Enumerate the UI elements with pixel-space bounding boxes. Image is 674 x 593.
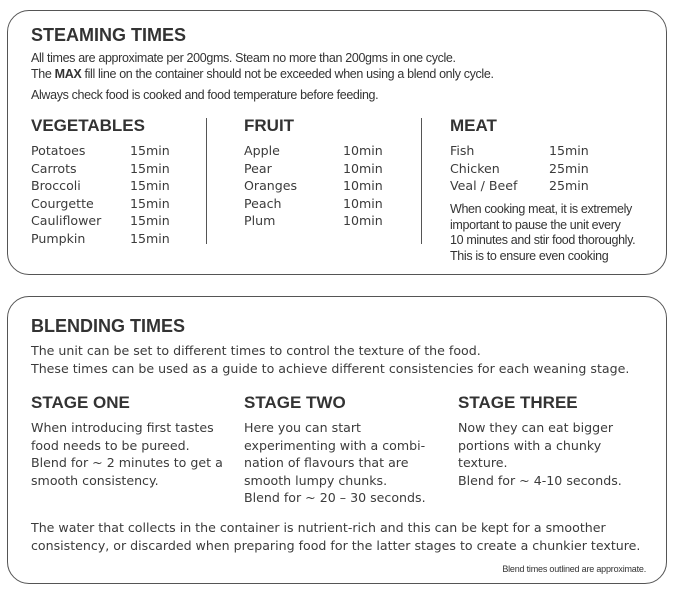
meat-heading: MEAT bbox=[450, 116, 497, 135]
list-item: Cauliflower 15min bbox=[31, 212, 191, 230]
steaming-intro-3: Always check food is cooked and food tem… bbox=[31, 88, 379, 102]
list-item: Fish 15min bbox=[450, 142, 610, 160]
list-item: Oranges 10min bbox=[244, 177, 404, 195]
stage-line: experimenting with a combi- bbox=[244, 437, 426, 453]
cook-time: 15min bbox=[130, 230, 170, 246]
list-item: Apple 10min bbox=[244, 142, 404, 160]
outro-line: consistency, or discarded when preparing… bbox=[31, 537, 641, 553]
stage-line: Now they can eat bigger bbox=[458, 420, 613, 435]
blending-outro: The water that collects in the container… bbox=[31, 519, 640, 554]
list-item: Potatoes 15min bbox=[31, 142, 191, 160]
cook-time: 15min bbox=[549, 143, 589, 158]
food-name: Pumpkin bbox=[31, 230, 86, 246]
stage-description: Here you can start experimenting with a c… bbox=[244, 419, 426, 507]
fruit-list: Apple 10min Pear 10min Oranges 10min Peach 10mi… bbox=[244, 142, 404, 230]
stage-description: Now they can eat bigger portions with a c… bbox=[458, 419, 622, 489]
food-name: Carrots bbox=[31, 160, 77, 176]
text: fill line on the container should not be… bbox=[81, 67, 494, 81]
steaming-intro-2: The MAX fill line on the container shoul… bbox=[31, 67, 494, 81]
list-item: Plum 10min bbox=[244, 212, 404, 230]
list-item: Chicken 25min bbox=[450, 160, 610, 178]
meat-note: When cooking meat, it is extremely impor… bbox=[450, 202, 636, 264]
food-name: Courgette bbox=[31, 195, 94, 211]
food-name: Broccoli bbox=[31, 178, 81, 194]
cook-time: 10min bbox=[343, 160, 383, 176]
list-item: Veal / Beef 25min bbox=[450, 177, 610, 195]
stage-line: Blend for ~ 20 – 30 seconds. bbox=[244, 490, 426, 505]
food-name: Pear bbox=[244, 160, 272, 176]
steaming-times-panel bbox=[7, 10, 667, 275]
food-name: Veal / Beef bbox=[450, 178, 518, 194]
steaming-intro-1: All times are approximate per 200gms. St… bbox=[31, 51, 456, 65]
list-item: Pear 10min bbox=[244, 160, 404, 178]
cook-time: 10min bbox=[343, 213, 383, 229]
stage-heading: STAGE TWO bbox=[244, 393, 346, 412]
cook-time: 10min bbox=[343, 195, 383, 211]
list-item: Carrots 15min bbox=[31, 160, 191, 178]
max-emphasis: MAX bbox=[54, 67, 82, 81]
cook-time: 15min bbox=[130, 213, 170, 229]
stage-line: smooth consistency. bbox=[31, 472, 159, 488]
cook-time: 10min bbox=[343, 143, 383, 158]
food-name: Oranges bbox=[244, 178, 298, 194]
list-item: Peach 10min bbox=[244, 195, 404, 213]
blending-title: BLENDING TIMES bbox=[31, 316, 186, 336]
stage-line: When introducing first tastes bbox=[31, 420, 214, 435]
stage-line: nation of flavours that are bbox=[244, 455, 409, 470]
column-divider bbox=[421, 118, 422, 244]
fruit-heading: FRUIT bbox=[244, 116, 295, 135]
food-name: Chicken bbox=[450, 160, 500, 176]
food-name: Plum bbox=[244, 213, 276, 229]
food-name: Apple bbox=[244, 143, 280, 158]
cook-time: 15min bbox=[130, 178, 170, 194]
stage-line: food needs to be pureed. bbox=[31, 437, 190, 453]
stage-line: Here you can start bbox=[244, 420, 361, 435]
stage-description: When introducing first tastes food needs … bbox=[31, 419, 223, 489]
note-line: When cooking meat, it is extremely bbox=[450, 202, 632, 216]
food-name: Fish bbox=[450, 143, 475, 158]
cook-time: 15min bbox=[130, 143, 170, 158]
note-line: This is to ensure even cooking bbox=[450, 248, 609, 263]
cook-time: 25min bbox=[549, 160, 589, 176]
intro-line: These times can be used as a guide to ac… bbox=[31, 360, 630, 376]
list-item: Broccoli 15min bbox=[31, 177, 191, 195]
stage-line: smooth lumpy chunks. bbox=[244, 472, 388, 488]
stage-line: portions with a chunky bbox=[458, 437, 602, 453]
food-name: Peach bbox=[244, 195, 282, 211]
stage-line: Blend for ~ 4-10 seconds. bbox=[458, 472, 622, 488]
cook-time: 25min bbox=[549, 178, 589, 194]
column-divider bbox=[206, 118, 207, 244]
meat-list: Fish 15min Chicken 25min Veal / Beef 25min bbox=[450, 142, 610, 195]
cook-time: 15min bbox=[130, 160, 170, 176]
intro-line: The unit can be set to different times t… bbox=[31, 343, 481, 358]
cook-time: 10min bbox=[343, 178, 383, 194]
food-name: Cauliflower bbox=[31, 213, 102, 229]
stage-heading: STAGE THREE bbox=[458, 393, 578, 412]
blending-intro: The unit can be set to different times t… bbox=[31, 342, 629, 377]
list-item: Courgette 15min bbox=[31, 195, 191, 213]
list-item: Pumpkin 15min bbox=[31, 230, 191, 248]
stage-line: texture. bbox=[458, 455, 508, 470]
stage-heading: STAGE ONE bbox=[31, 393, 130, 412]
footnote: Blend times outlined are approximate. bbox=[502, 564, 646, 574]
outro-line: The water that collects in the container… bbox=[31, 520, 606, 535]
text: The bbox=[31, 67, 55, 81]
vegetables-heading: VEGETABLES bbox=[31, 116, 145, 135]
cook-time: 15min bbox=[130, 195, 170, 211]
note-line: 10 minutes and stir food thoroughly. bbox=[450, 233, 636, 247]
stage-line: Blend for ~ 2 minutes to get a bbox=[31, 455, 223, 470]
food-name: Potatoes bbox=[31, 143, 86, 158]
note-line: important to pause the unit every bbox=[450, 217, 621, 232]
steaming-title: STEAMING TIMES bbox=[31, 25, 187, 45]
blending-times-panel bbox=[7, 296, 667, 584]
vegetables-list: Potatoes 15min Carrots 15min Broccoli 15min Co… bbox=[31, 142, 191, 248]
